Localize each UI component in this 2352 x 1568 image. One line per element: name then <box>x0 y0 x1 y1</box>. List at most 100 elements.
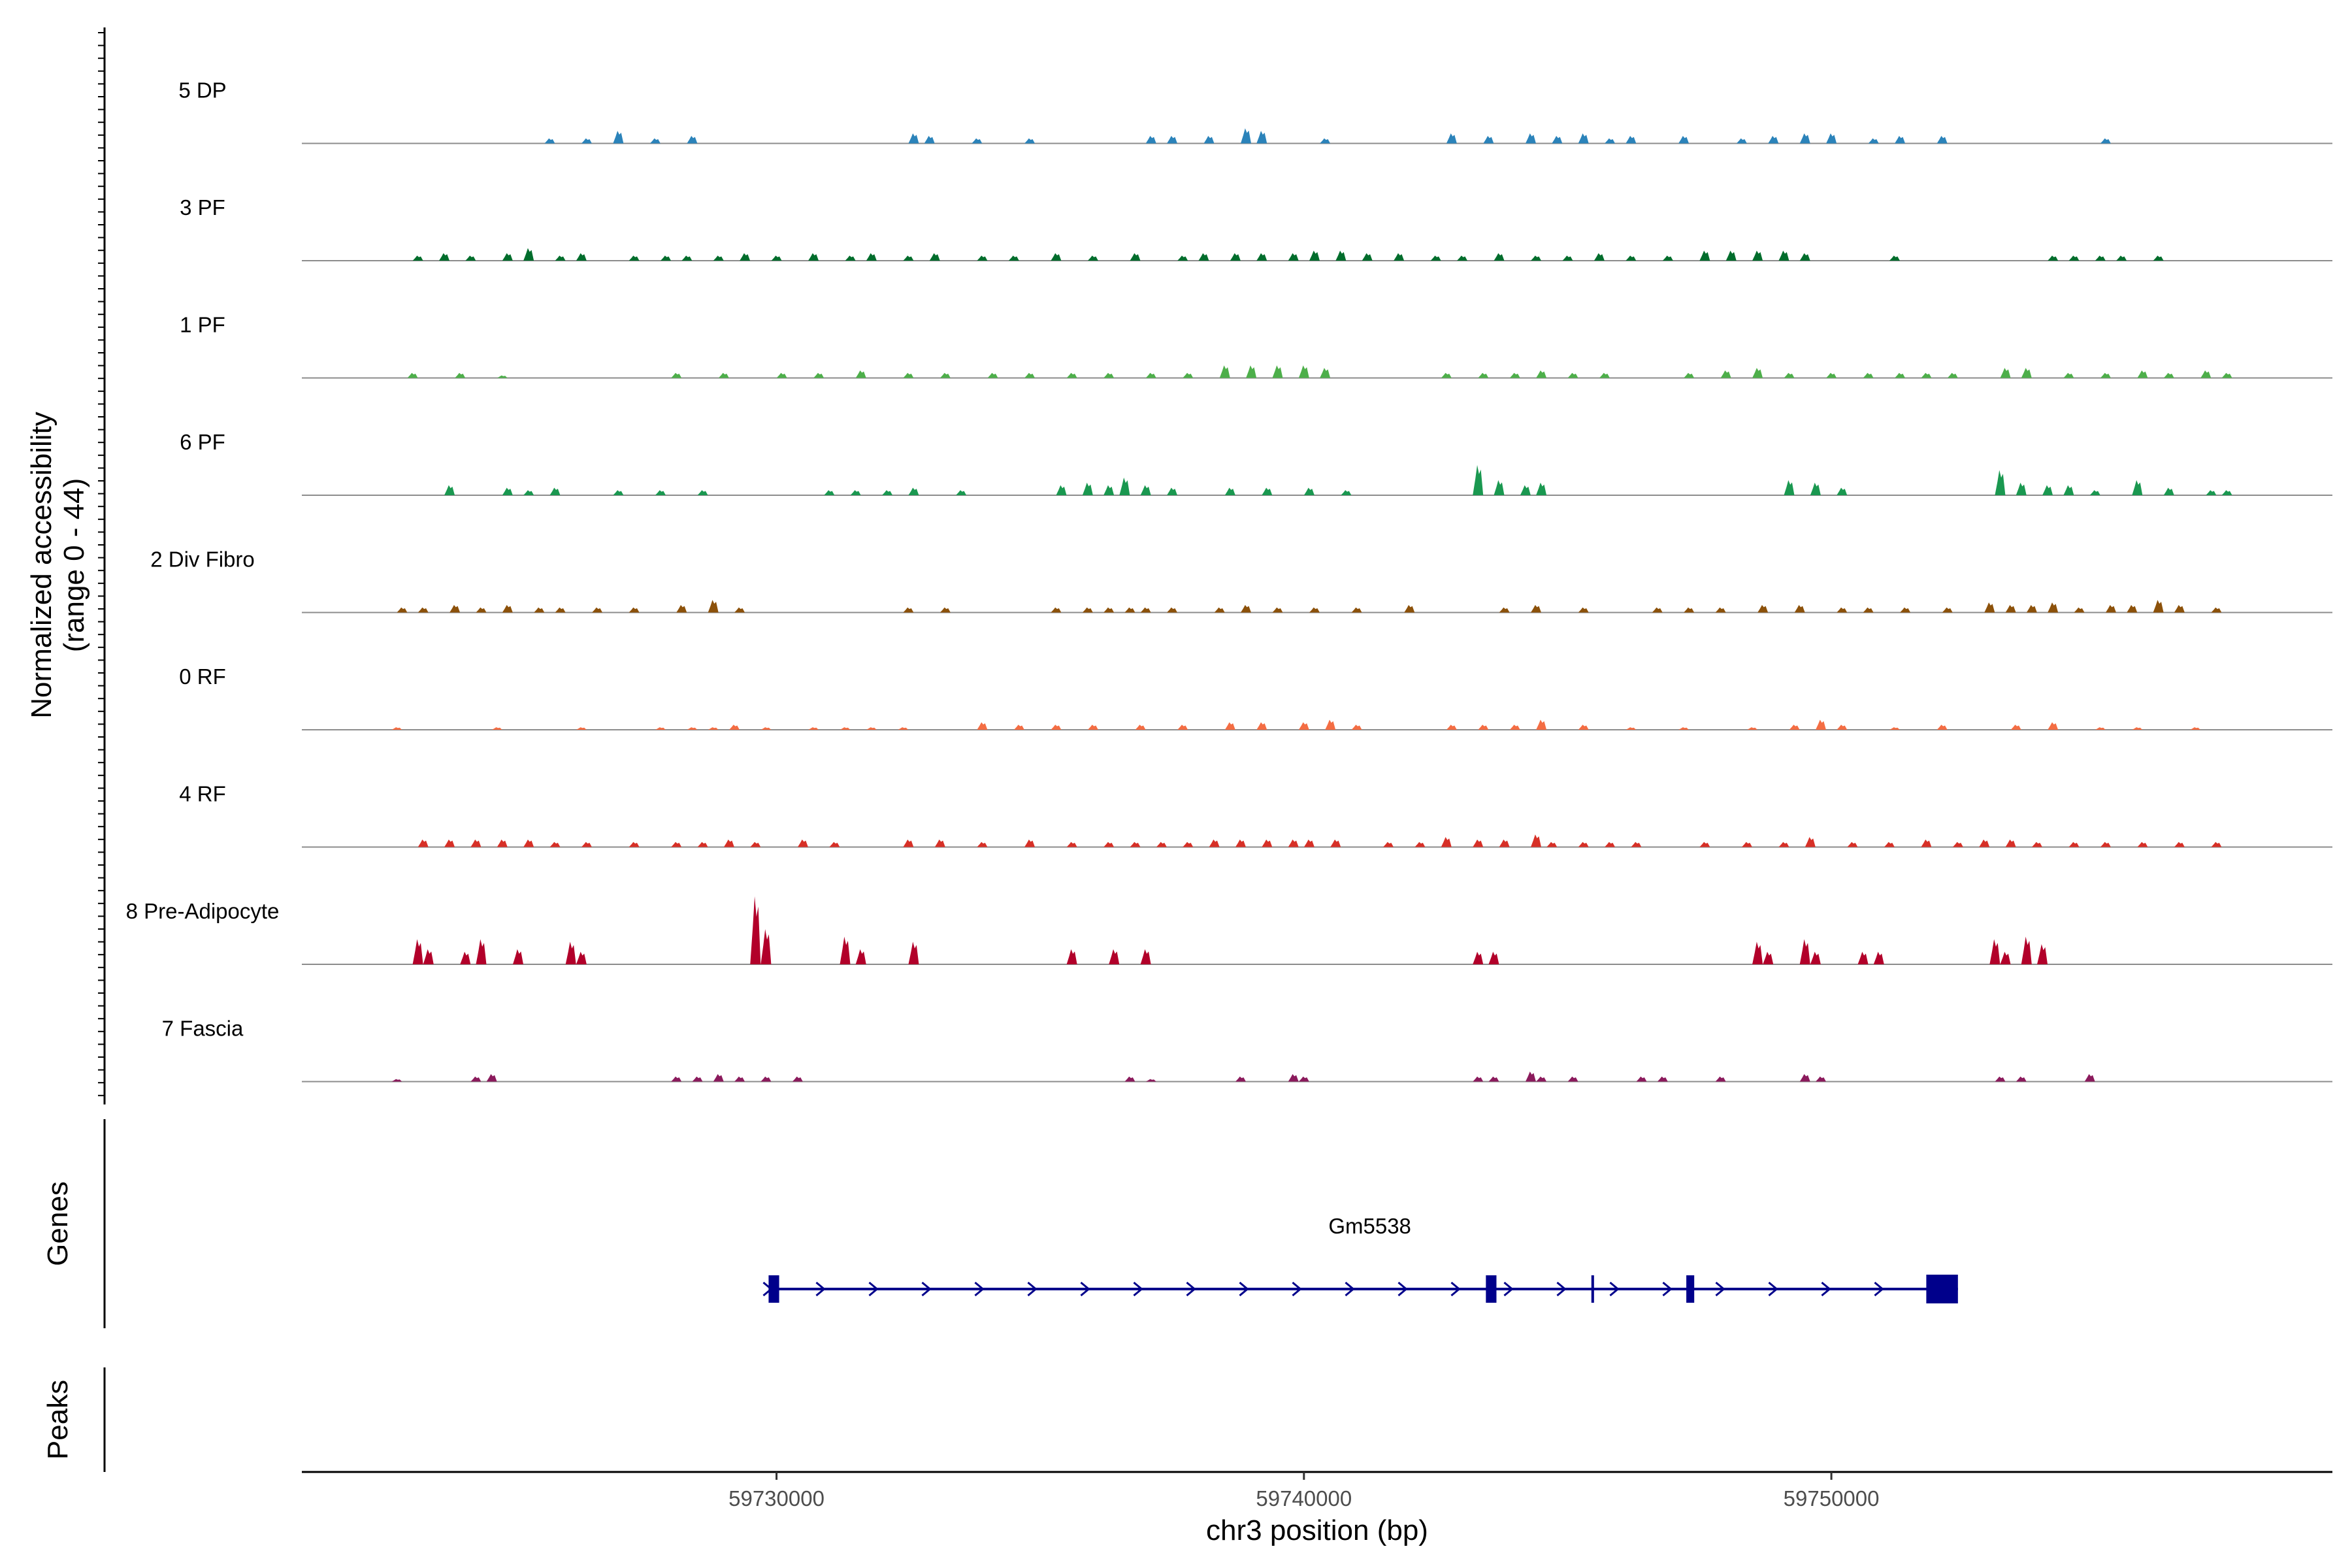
x-axis-label: chr3 position (bp) <box>1206 1514 1428 1546</box>
coverage-peak <box>2000 951 2011 964</box>
coverage-peak <box>681 255 693 261</box>
coverage-peak <box>1082 607 1093 613</box>
coverage-peak <box>808 727 819 730</box>
coverage-peak <box>1156 841 1167 847</box>
y-axis-label-range: (range 0 - 44) <box>58 478 90 653</box>
coverage-peak <box>760 727 772 730</box>
coverage-peak <box>1826 372 1837 378</box>
coverage-peak <box>1382 841 1394 847</box>
coverage-peak <box>1298 722 1309 730</box>
coverage-peak <box>1446 725 1457 730</box>
coverage-peak <box>1625 255 1637 261</box>
coverage-peak <box>1130 841 1141 847</box>
coverage-peak <box>1736 138 1747 144</box>
coverage-peak <box>1552 135 1563 144</box>
coverage-peak <box>1768 135 1779 144</box>
coverage-peak <box>2174 604 2185 613</box>
strand-arrow <box>1186 1281 1196 1297</box>
coverage-peak <box>1578 133 1589 144</box>
coverage-peak <box>1578 725 1589 730</box>
coverage-peak <box>1441 837 1452 847</box>
coverage-peak <box>1325 719 1336 730</box>
coverage-peak <box>808 253 819 261</box>
coverage-peak <box>1066 949 1077 964</box>
coverage-peak <box>417 839 429 847</box>
coverage-peak <box>1103 841 1115 847</box>
coverage-peak <box>1784 480 1795 495</box>
coverage-peak <box>718 372 729 378</box>
coverage-peak <box>1889 255 1900 261</box>
coverage-peak <box>1715 607 1726 613</box>
coverage-peak <box>2211 607 2222 613</box>
strand-arrow <box>1874 1281 1884 1297</box>
coverage-peak <box>1177 725 1188 730</box>
coverage-peak <box>2021 936 2032 964</box>
coverage-peak <box>1198 253 1209 261</box>
track-label: 4 RF <box>179 782 226 806</box>
coverage-peak <box>512 949 523 964</box>
coverage-peak <box>1341 490 1352 495</box>
coverage-peak <box>1320 368 1331 378</box>
coverage-peak <box>2005 839 2016 847</box>
coverage-peak <box>2206 490 2217 495</box>
coverage-peak <box>1303 839 1315 847</box>
coverage-peak <box>544 138 555 144</box>
track-label: 8 Pre-Adipocyte <box>126 899 280 923</box>
coverage-peak <box>1230 253 1241 261</box>
coverage-peak <box>1921 839 1932 847</box>
coverage-peak <box>576 253 587 261</box>
coverage-peak <box>2116 255 2127 261</box>
coverage-peak <box>1167 135 1177 144</box>
coverage-peak <box>1473 951 1484 964</box>
coverage-peak <box>792 1076 803 1082</box>
coverage-peak <box>1536 482 1547 495</box>
coverage-peak <box>1214 607 1225 613</box>
coverage-peak <box>1351 725 1362 730</box>
coverage-peak <box>1288 253 1299 261</box>
coverage-peak <box>2021 368 2032 378</box>
y-ticks <box>98 32 105 1096</box>
coverage-peak <box>1995 470 2006 495</box>
coverage-peak <box>1288 1073 1299 1082</box>
coverage-peak <box>1895 135 1906 144</box>
coverage-peak <box>1625 135 1637 144</box>
coverage-peak <box>1995 1076 2006 1082</box>
coverage-peak <box>465 255 476 261</box>
coverage-peak <box>549 841 561 847</box>
coverage-peak <box>829 841 840 847</box>
coverage-peak <box>2048 722 2059 730</box>
coverage-peak <box>760 929 772 964</box>
coverage-peak <box>1895 372 1906 378</box>
coverage-peak <box>1799 253 1810 261</box>
coverage-peak <box>708 727 719 730</box>
coverage-peak <box>2048 602 2059 613</box>
coverage-peak <box>1140 485 1151 495</box>
coverage-peak <box>1499 607 1510 613</box>
coverage-peak <box>1288 839 1299 847</box>
coverage-peak <box>2200 370 2212 378</box>
coverage-peak <box>987 372 998 378</box>
coverage-peak <box>576 951 587 964</box>
coverage-peak <box>1309 607 1320 613</box>
coverage-peak <box>1509 372 1520 378</box>
y-axis-label: Normalized accessibility <box>25 412 57 718</box>
coverage-peak <box>2084 1073 2095 1082</box>
coverage-peak <box>1124 1076 1135 1082</box>
coverage-peak <box>1531 834 1542 847</box>
coverage-peak <box>750 841 761 847</box>
coverage-peak <box>613 490 624 495</box>
coverage-peak <box>1799 133 1810 144</box>
coverage-peak <box>1725 250 1737 261</box>
coverage-peak <box>1457 255 1467 261</box>
coverage-peak <box>444 839 455 847</box>
coverage-peak <box>1335 250 1347 261</box>
coverage-peak <box>671 372 682 378</box>
coverage-peak <box>1625 727 1637 730</box>
coverage-peak <box>1109 949 1120 964</box>
strand-arrow <box>1715 1281 1725 1297</box>
coverage-peak <box>649 138 661 144</box>
coverage-peak <box>1167 487 1177 495</box>
coverage-peak <box>1404 604 1415 613</box>
coverage-peak <box>824 490 835 495</box>
